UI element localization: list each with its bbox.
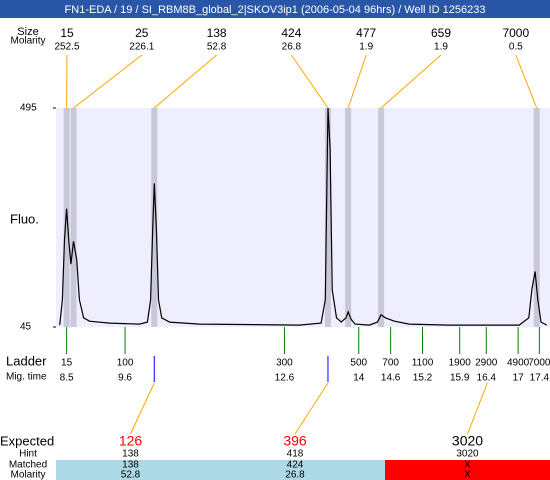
row-label: Size [17, 26, 38, 38]
expected-hint: 3020 [456, 449, 479, 460]
expected-molarity: X [464, 470, 471, 480]
y-tick-label: 495 [20, 103, 37, 114]
peak-size: 424 [281, 26, 301, 40]
ladder-size: 15 [61, 358, 73, 369]
ladder-time: 14.6 [381, 373, 401, 384]
peak-molarity: 1.9 [434, 42, 448, 53]
expected-connector [467, 382, 488, 435]
peak-molarity: 0.5 [509, 42, 523, 53]
ladder-size: 7000 [528, 358, 550, 369]
ladder-size: 100 [117, 358, 134, 369]
peak-size: 25 [135, 26, 149, 40]
peak-molarity: 226.1 [129, 42, 154, 53]
row-label: Expected [0, 433, 54, 448]
ladder-time: 16.4 [477, 373, 497, 384]
expected-matched: 138 [122, 460, 139, 471]
ladder-size: 4900 [507, 358, 530, 369]
peak-band [70, 108, 77, 327]
status-cell [385, 460, 550, 480]
peak-connector [380, 54, 442, 109]
peak-band [378, 108, 385, 327]
ladder-time: 17 [513, 373, 525, 384]
row-label: Molarity [10, 470, 45, 480]
expected-hint: 418 [287, 449, 304, 460]
header-title: FN1-EDA / 19 / SI_RBM8B_global_2|SKOV3ip… [65, 4, 486, 16]
peak-band [345, 108, 352, 327]
peak-band [151, 108, 158, 327]
ladder-time: 17.4 [530, 373, 550, 384]
ladder-size: 1100 [412, 358, 434, 369]
expected-value: 126 [119, 433, 143, 449]
peak-connector [515, 54, 538, 109]
expected-connector [294, 382, 329, 435]
y-axis-label: Fluo. [10, 211, 39, 226]
peak-connector [290, 54, 329, 109]
plot-background [56, 108, 550, 327]
ladder-time: 8.5 [60, 373, 74, 384]
peak-molarity: 252.5 [54, 42, 79, 53]
row-label: Matched [9, 460, 47, 471]
ladder-time: 12.6 [275, 373, 295, 384]
ladder-size: 300 [276, 358, 293, 369]
peak-size: 659 [431, 26, 451, 40]
trace-line [59, 107, 548, 326]
header-bar [0, 0, 550, 18]
peak-connector [153, 54, 217, 109]
expected-hint: 138 [122, 449, 139, 460]
ladder-time: 15.2 [413, 373, 433, 384]
y-tick-label: 45 [20, 322, 32, 333]
peak-size: 7000 [502, 26, 529, 40]
peak-size: 477 [356, 26, 376, 40]
peak-connector [73, 54, 143, 109]
peak-molarity: 1.9 [359, 42, 373, 53]
ladder-size: 700 [382, 358, 399, 369]
expected-connector [130, 382, 155, 435]
row-label: Mig. time [6, 372, 47, 383]
expected-value: 396 [283, 433, 307, 449]
ladder-time: 9.6 [118, 373, 132, 384]
row-label: Hint [19, 449, 37, 460]
expected-matched: 424 [287, 460, 304, 471]
expected-value: 3020 [452, 433, 483, 449]
expected-molarity: 52.8 [121, 470, 141, 480]
status-cell [205, 460, 385, 480]
expected-molarity: 26.8 [285, 470, 305, 480]
row-label: Ladder [6, 353, 47, 368]
expected-matched: X [464, 460, 471, 471]
row-label: Molarity [10, 36, 45, 47]
peak-molarity: 26.8 [282, 42, 302, 53]
peak-connector [347, 54, 367, 109]
peak-size: 138 [207, 26, 227, 40]
ladder-size: 2900 [475, 358, 498, 369]
ladder-size: 500 [350, 358, 367, 369]
peak-band [324, 108, 331, 327]
peak-size: 15 [60, 26, 74, 40]
ladder-time: 14 [353, 373, 365, 384]
ladder-size: 1900 [449, 358, 472, 369]
peak-molarity: 52.8 [207, 42, 227, 53]
status-cell [56, 460, 205, 480]
peak-band [533, 108, 540, 327]
ladder-time: 15.9 [450, 373, 470, 384]
